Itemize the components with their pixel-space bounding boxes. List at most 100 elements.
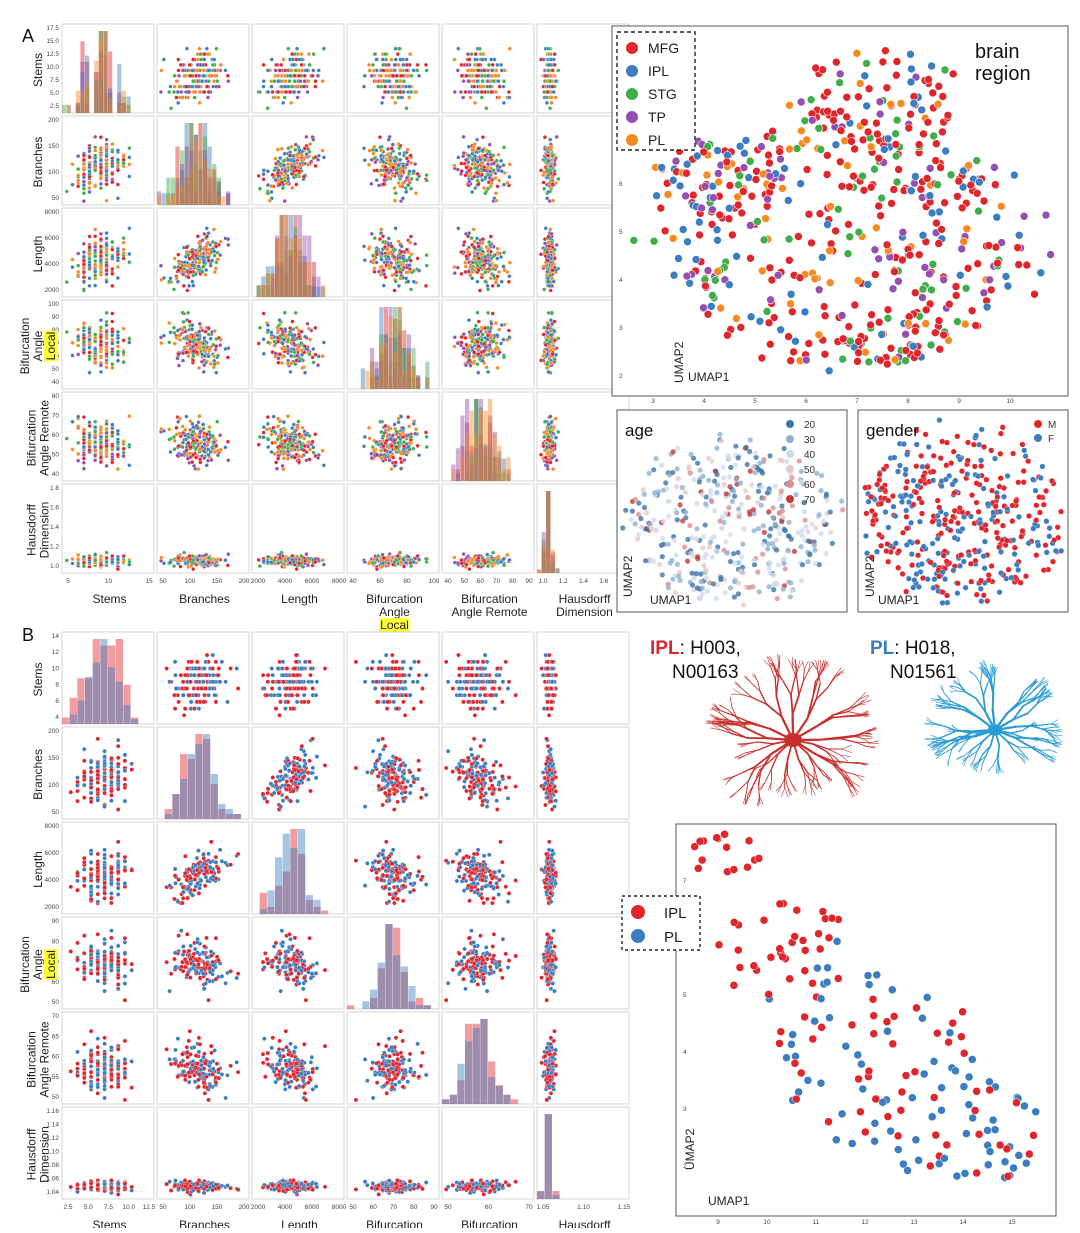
scatter-point bbox=[282, 95, 287, 100]
scatter-point bbox=[381, 283, 386, 288]
scatter-point bbox=[476, 146, 481, 151]
hist-bar bbox=[75, 104, 80, 113]
hist-bar bbox=[316, 276, 321, 297]
scatter-point bbox=[499, 341, 504, 346]
scatter-point bbox=[200, 79, 205, 84]
scatter-point bbox=[110, 365, 115, 370]
hist-bar bbox=[293, 238, 298, 297]
scatter-point bbox=[475, 137, 480, 142]
scatter-point bbox=[179, 452, 184, 458]
scatter-point bbox=[548, 348, 553, 353]
scatter-point bbox=[487, 84, 493, 89]
scatter-point bbox=[191, 358, 196, 363]
scatter-point bbox=[190, 344, 195, 349]
scatter-point bbox=[479, 84, 484, 89]
scatter-point bbox=[98, 334, 103, 340]
scatter-point bbox=[302, 146, 307, 151]
scatter-point bbox=[104, 434, 109, 439]
scatter-point bbox=[261, 84, 266, 89]
scatter-point bbox=[538, 168, 544, 173]
scatter-point bbox=[206, 326, 211, 331]
scatter-point bbox=[168, 276, 173, 281]
scatter-point bbox=[201, 62, 206, 67]
hist-bar bbox=[284, 215, 289, 297]
scatter-point bbox=[281, 337, 287, 342]
scatter-point bbox=[474, 165, 479, 171]
pair-cell-r3-c3 bbox=[346, 299, 440, 390]
scatter-point bbox=[403, 186, 408, 191]
scatter-point bbox=[380, 57, 385, 62]
hist-bar bbox=[85, 102, 90, 113]
hist-bar bbox=[75, 102, 80, 113]
hist-bar bbox=[175, 177, 180, 205]
scatter-point bbox=[361, 444, 367, 449]
scatter-point bbox=[197, 321, 202, 326]
scatter-point bbox=[381, 239, 386, 245]
scatter-point bbox=[374, 440, 379, 445]
scatter-point bbox=[87, 185, 92, 191]
scatter-point bbox=[390, 95, 395, 100]
scatter-point bbox=[218, 239, 223, 244]
scatter-point bbox=[110, 329, 115, 334]
scatter-point bbox=[497, 95, 502, 100]
pair-cell-r0-c1 bbox=[156, 23, 250, 114]
scatter-point bbox=[302, 370, 308, 375]
pair-cell-r2-c3 bbox=[346, 207, 440, 298]
hist-bar bbox=[108, 98, 113, 113]
scatter-point bbox=[110, 433, 115, 438]
scatter-point bbox=[276, 416, 281, 421]
pair-cell-r4-c1 bbox=[156, 391, 250, 482]
scatter-point bbox=[302, 73, 307, 78]
scatter-point bbox=[191, 438, 196, 443]
scatter-point bbox=[81, 153, 86, 158]
scatter-point bbox=[180, 310, 185, 315]
scatter-point bbox=[464, 342, 469, 347]
scatter-point bbox=[273, 440, 278, 445]
scatter-point bbox=[405, 162, 410, 167]
hist-bar bbox=[474, 434, 479, 481]
scatter-point bbox=[93, 448, 98, 453]
scatter-point bbox=[470, 147, 475, 152]
scatter-point bbox=[104, 329, 109, 334]
scatter-point bbox=[378, 452, 384, 458]
scatter-point bbox=[490, 68, 495, 73]
scatter-point bbox=[381, 68, 386, 73]
scatter-point bbox=[261, 311, 266, 316]
scatter-point bbox=[290, 164, 295, 169]
scatter-point bbox=[476, 352, 481, 357]
scatter-point bbox=[70, 447, 75, 452]
scatter-point bbox=[204, 226, 209, 231]
scatter-point bbox=[207, 425, 212, 430]
scatter-point bbox=[104, 268, 109, 273]
scatter-point bbox=[218, 343, 223, 348]
scatter-point bbox=[295, 152, 300, 157]
scatter-point bbox=[496, 251, 501, 256]
scatter-point bbox=[76, 167, 81, 172]
hist-bar bbox=[256, 285, 261, 297]
scatter-point bbox=[493, 73, 498, 78]
hist-bar bbox=[103, 31, 108, 113]
scatter-point bbox=[98, 440, 103, 445]
scatter-point bbox=[121, 446, 126, 451]
scatter-point bbox=[81, 320, 86, 326]
scatter-point bbox=[485, 89, 491, 95]
scatter-point bbox=[415, 256, 420, 261]
scatter-point bbox=[461, 134, 466, 139]
scatter-point bbox=[282, 427, 287, 432]
scatter-point bbox=[485, 162, 491, 167]
scatter-point bbox=[401, 62, 406, 67]
scatter-point bbox=[538, 358, 544, 363]
scatter-point bbox=[475, 310, 480, 315]
cell-frame bbox=[61, 23, 155, 114]
hist-bar bbox=[103, 31, 108, 113]
scatter-point bbox=[81, 157, 86, 162]
scatter-point bbox=[98, 346, 103, 352]
scatter-point bbox=[225, 73, 230, 78]
scatter-point bbox=[293, 142, 298, 147]
scatter-point bbox=[385, 434, 390, 439]
hist-bar bbox=[126, 105, 131, 113]
scatter-point bbox=[115, 275, 120, 281]
scatter-point bbox=[547, 283, 552, 288]
scatter-point bbox=[276, 360, 281, 365]
scatter-point bbox=[548, 227, 553, 232]
